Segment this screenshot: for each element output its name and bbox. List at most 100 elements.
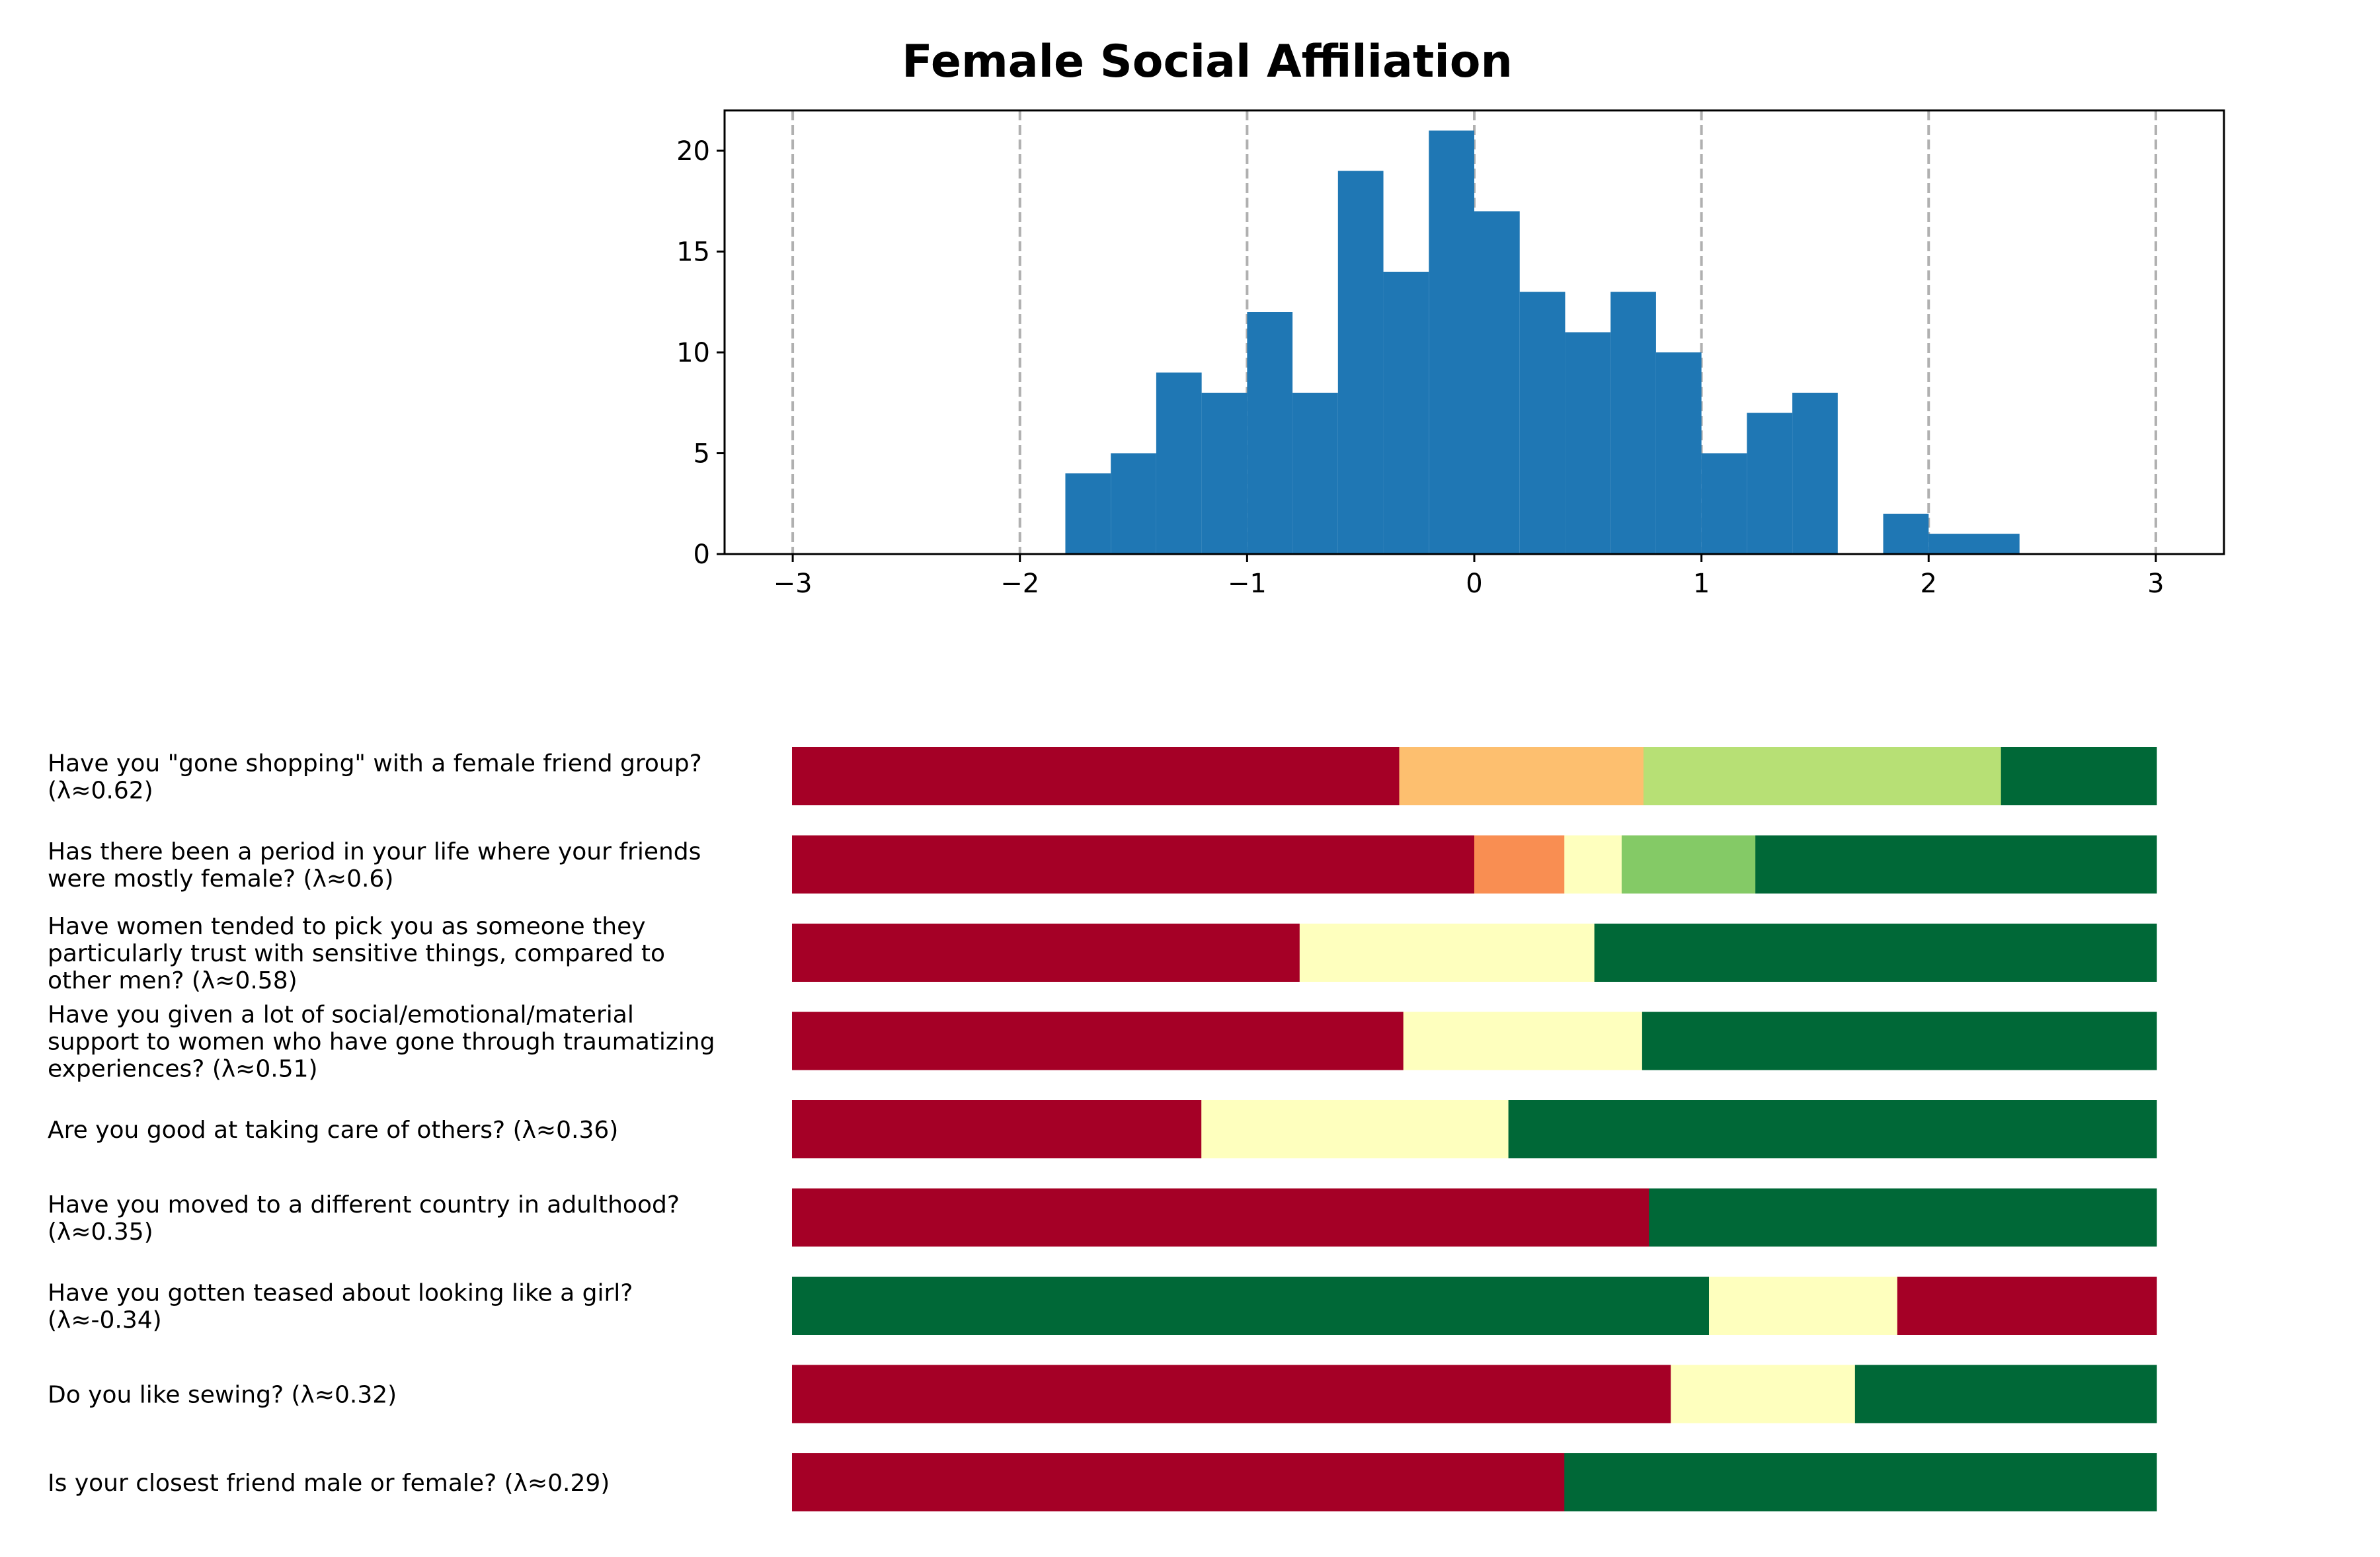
response-segment <box>792 1188 1649 1247</box>
response-segment <box>1671 1365 1856 1423</box>
question-label: Has there been a period in your life whe… <box>48 838 701 893</box>
y-tick-label: 10 <box>676 338 710 368</box>
histogram-panel: −3 −2 −1 0 1 2 3 0 5 10 15 20 <box>676 109 2225 599</box>
question-label-line: Have women tended to pick you as someone… <box>48 913 646 940</box>
x-tick-label: −3 <box>774 569 813 599</box>
response-segment <box>792 1277 1710 1335</box>
question-label: Do you like sewing? (λ≈0.32) <box>48 1382 397 1409</box>
histogram-bar <box>1292 393 1338 554</box>
question-label-line: Do you like sewing? (λ≈0.32) <box>48 1382 397 1409</box>
response-segment <box>1399 747 1644 805</box>
histogram-bar <box>1519 292 1566 554</box>
question-label-line: experiences? (λ≈0.51) <box>48 1056 318 1083</box>
response-segment <box>792 1100 1202 1158</box>
question-row: Have women tended to pick you as someone… <box>48 913 2157 994</box>
question-label-line: other men? (λ≈0.58) <box>48 967 298 994</box>
histogram-bar <box>1792 393 1838 554</box>
histogram-bar <box>1065 473 1111 554</box>
histogram-bar <box>1247 312 1293 554</box>
question-label-line: were mostly female? (λ≈0.6) <box>48 865 393 893</box>
question-row: Are you good at taking care of others? (… <box>48 1100 2157 1158</box>
x-tick-label: 3 <box>2147 569 2164 599</box>
question-label: Have you moved to a different country in… <box>48 1191 680 1246</box>
histogram-bar <box>1747 413 1793 554</box>
histogram-bar <box>1974 534 2020 554</box>
question-label-line: Have you moved to a different country in… <box>48 1191 680 1218</box>
response-segment <box>792 747 1400 805</box>
histogram-y-ticks: 0 5 10 15 20 <box>676 136 725 570</box>
question-label: Is your closest friend male or female? (… <box>48 1470 610 1497</box>
x-tick-label: −1 <box>1228 569 1267 599</box>
question-row: Have you "gone shopping" with a female f… <box>48 747 2157 805</box>
question-label-line: (λ≈0.62) <box>48 778 153 805</box>
response-segment <box>792 924 1300 982</box>
y-tick-label: 5 <box>694 439 710 469</box>
histogram-x-ticks: −3 −2 −1 0 1 2 3 <box>774 554 2164 599</box>
question-label-line: support to women who have gone through t… <box>48 1029 715 1056</box>
question-label: Are you good at taking care of others? (… <box>48 1117 618 1144</box>
chart-title: Female Social Affiliation <box>902 36 1513 88</box>
question-row: Has there been a period in your life whe… <box>48 835 2157 894</box>
histogram-bar <box>1610 292 1656 554</box>
response-segment <box>1508 1100 2157 1158</box>
histogram-bar <box>1201 393 1248 554</box>
response-segment <box>1201 1100 1509 1158</box>
histogram-bar <box>1429 130 1474 554</box>
histogram-bar <box>1111 453 1156 554</box>
question-label: Have you "gone shopping" with a female f… <box>48 750 702 805</box>
response-segment <box>1709 1277 1898 1335</box>
response-segment <box>1621 835 1756 894</box>
question-label-line: Is your closest friend male or female? (… <box>48 1470 610 1497</box>
response-segment <box>1564 835 1622 894</box>
question-label: Have you given a lot of social/emotional… <box>48 1002 715 1083</box>
response-segment <box>1649 1188 2157 1247</box>
histogram-bar <box>1565 332 1611 554</box>
response-segment <box>1755 835 2157 894</box>
histogram-bar <box>1928 534 1974 554</box>
question-label-line: Have you "gone shopping" with a female f… <box>48 750 702 778</box>
response-segment <box>1594 924 2157 982</box>
histogram-bar <box>1156 372 1202 554</box>
response-segment <box>1474 835 1565 894</box>
response-segment <box>792 1453 1565 1511</box>
response-segment <box>792 1012 1404 1070</box>
x-tick-label: −2 <box>1000 569 1039 599</box>
histogram-bar <box>1883 514 1929 554</box>
response-segment <box>1897 1277 2157 1335</box>
response-segment <box>1564 1453 2157 1511</box>
response-segment <box>1642 1012 2157 1070</box>
question-label-line: Have you given a lot of social/emotional… <box>48 1002 634 1029</box>
question-label: Have you gotten teased about looking lik… <box>48 1280 633 1334</box>
question-row: Do you like sewing? (λ≈0.32) <box>48 1365 2157 1423</box>
histogram-bar <box>1474 211 1520 554</box>
question-label-line: (λ≈0.35) <box>48 1218 153 1246</box>
response-segment <box>792 1365 1671 1423</box>
response-segment <box>2001 747 2157 805</box>
x-tick-label: 1 <box>1693 569 1710 599</box>
response-segment <box>1854 1365 2157 1423</box>
y-tick-label: 15 <box>676 237 710 268</box>
response-segment <box>1299 924 1595 982</box>
question-label: Have women tended to pick you as someone… <box>48 913 665 994</box>
question-label-line: Has there been a period in your life whe… <box>48 838 701 865</box>
x-tick-label: 2 <box>1921 569 1937 599</box>
histogram-bars <box>1065 130 2020 554</box>
y-tick-label: 0 <box>694 539 710 570</box>
question-label-line: Are you good at taking care of others? (… <box>48 1117 618 1144</box>
question-row: Have you moved to a different country in… <box>48 1188 2157 1247</box>
stacked-bar-panel: Have you "gone shopping" with a female f… <box>48 747 2157 1511</box>
response-segment <box>792 835 1475 894</box>
question-label-line: particularly trust with sensitive things… <box>48 940 665 967</box>
response-segment <box>1403 1012 1643 1070</box>
y-tick-label: 20 <box>676 136 710 167</box>
question-row: Have you gotten teased about looking lik… <box>48 1277 2157 1335</box>
question-row: Is your closest friend male or female? (… <box>48 1453 2157 1511</box>
x-tick-label: 0 <box>1466 569 1482 599</box>
histogram-bar <box>1337 171 1384 554</box>
question-label-line: Have you gotten teased about looking lik… <box>48 1280 633 1307</box>
histogram-bar <box>1383 272 1429 554</box>
histogram-bar <box>1655 352 1702 554</box>
question-row: Have you given a lot of social/emotional… <box>48 1002 2157 1083</box>
question-label-line: (λ≈-0.34) <box>48 1307 162 1334</box>
